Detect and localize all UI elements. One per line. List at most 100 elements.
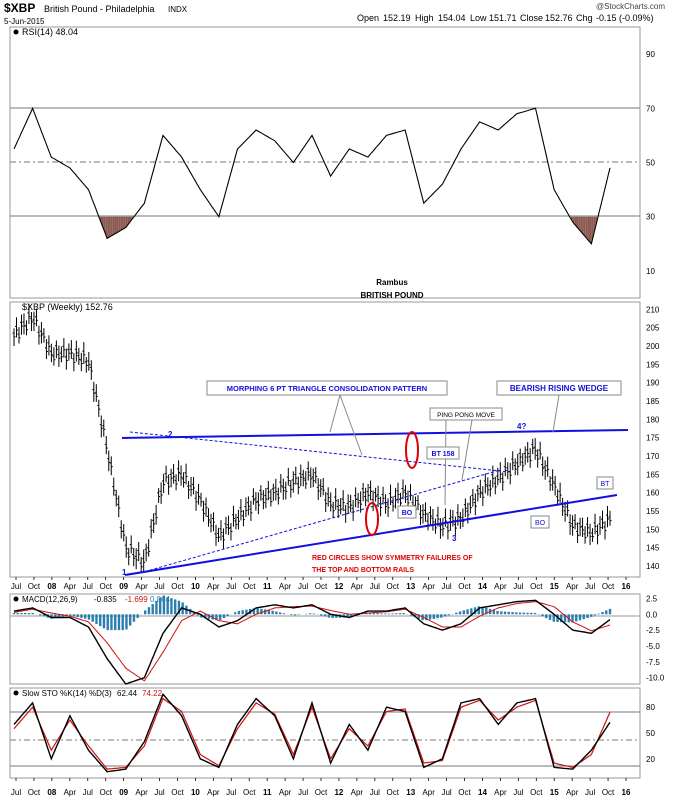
macd-hist-bar [24, 613, 26, 614]
rsi-y-tick: 30 [646, 213, 655, 222]
price-y-tick: 170 [646, 452, 660, 461]
ohlc-close-value: 152.76 [545, 13, 573, 23]
macd-hist-bar [144, 610, 146, 614]
macd-hist-bar [583, 614, 585, 619]
macd-hist-bar [155, 601, 157, 614]
x-tick-label: Oct [171, 582, 184, 591]
x-tick-label: 14 [478, 788, 487, 797]
macd-hist-bar [223, 614, 225, 618]
macd-hist-bar [530, 613, 532, 614]
macd-hist-bar [170, 598, 172, 614]
macd-hist-bar [455, 613, 457, 615]
rsi-oversold-fill [120, 217, 122, 231]
x-tick-label: Apr [422, 788, 435, 797]
x-tick-label: Jul [154, 788, 164, 797]
sto-y-tick: 50 [646, 729, 655, 738]
sto-legend-marker [14, 691, 19, 696]
macd-hist-bar [13, 613, 15, 614]
rsi-oversold-fill [122, 217, 124, 230]
macd-hist-bar [594, 614, 596, 615]
x-tick-label: Apr [279, 582, 292, 591]
macd-hist-bar [110, 614, 112, 630]
rsi-y-tick: 90 [646, 50, 655, 59]
x-tick-label: Oct [530, 788, 543, 797]
x-tick-label: Oct [315, 788, 328, 797]
macd-hist-bar [88, 614, 90, 619]
sto-legend-d: 74.22 [142, 689, 163, 698]
macd-hist-bar [234, 612, 236, 614]
point-1: 1 [122, 568, 127, 577]
ohlc-chg-value: -0.15 (-0.09%) [596, 13, 654, 23]
rsi-oversold-fill [107, 217, 109, 239]
macd-hist-bar [376, 613, 378, 614]
macd-hist-bar [163, 596, 165, 615]
macd-hist-bar [605, 610, 607, 614]
x-tick-label: Oct [602, 582, 615, 591]
macd-hist-bar [17, 613, 19, 614]
macd-hist-bar [219, 614, 221, 620]
macd-hist-bar [526, 613, 528, 615]
macd-hist-bar [511, 612, 513, 614]
price-y-tick: 155 [646, 507, 660, 516]
rsi-oversold-fill [582, 217, 584, 235]
x-tick-label: 16 [622, 582, 631, 591]
macd-hist-bar [579, 614, 581, 620]
macd-legend-signal: -1.699 [125, 595, 148, 604]
price-y-tick: 205 [646, 324, 660, 333]
rsi-oversold-fill [115, 217, 117, 234]
macd-hist-bar [298, 614, 300, 615]
rsi-oversold-fill [590, 217, 592, 244]
x-tick-label: Apr [135, 788, 148, 797]
x-tick-label: Oct [99, 582, 112, 591]
macd-hist-bar [586, 614, 588, 618]
x-tick-label: Jul [154, 582, 164, 591]
x-tick-label: Apr [64, 582, 77, 591]
red-note-line2: THE TOP AND BOTTOM RAILS [312, 567, 414, 574]
price-y-tick: 185 [646, 397, 660, 406]
macd-hist-bar [541, 614, 543, 616]
macd-hist-bar [28, 613, 30, 614]
macd-hist-bar [598, 614, 600, 615]
price-y-tick: 165 [646, 470, 660, 479]
price-legend: $XBP (Weekly) 152.76 [22, 302, 113, 312]
rsi-oversold-fill [584, 217, 586, 238]
x-tick-label: Jul [83, 582, 93, 591]
x-tick-label: 16 [622, 788, 631, 797]
ohlc-close-label: Close [520, 13, 543, 23]
macd-hist-bar [523, 613, 525, 615]
x-tick-label: 15 [550, 788, 559, 797]
x-tick-label: Jul [370, 788, 380, 797]
macd-hist-bar [309, 613, 311, 614]
x-tick-label: Jul [513, 582, 523, 591]
macd-hist-bar [133, 614, 135, 621]
triangle-label-pointer-a [330, 395, 340, 432]
macd-y-tick: -7.5 [646, 658, 660, 667]
rsi-y-tick: 10 [646, 267, 655, 276]
x-tick-label: Oct [458, 788, 471, 797]
price-y-tick: 180 [646, 415, 660, 424]
rsi-oversold-fill [124, 217, 126, 229]
point-2: 2 [168, 430, 173, 439]
macd-hist-bar [77, 614, 79, 617]
macd-hist-bar [294, 614, 296, 615]
macd-hist-bar [403, 613, 405, 614]
macd-y-tick: -5.0 [646, 642, 660, 651]
rsi-oversold-fill [111, 217, 113, 237]
macd-hist-bar [290, 614, 292, 615]
macd-hist-bar [159, 598, 161, 615]
macd-hist-bar [590, 614, 592, 617]
macd-hist-bar [103, 614, 105, 628]
macd-hist-bar [395, 613, 397, 614]
price-y-tick: 140 [646, 562, 660, 571]
wedge-label-pointer [553, 395, 559, 432]
macd-y-tick: -2.5 [646, 626, 660, 635]
macd-hist-bar [459, 611, 461, 614]
x-tick-label: 11 [263, 582, 272, 591]
macd-hist-bar [279, 612, 281, 614]
x-tick-label: Apr [494, 582, 507, 591]
macd-hist-bar [380, 613, 382, 614]
rsi-legend: RSI(14) 48.04 [22, 27, 78, 37]
